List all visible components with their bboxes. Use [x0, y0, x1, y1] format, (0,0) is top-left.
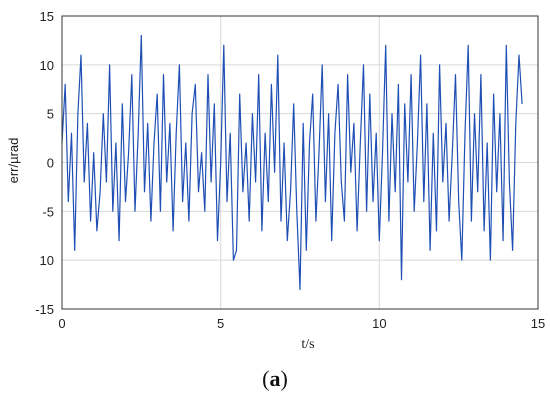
x-tick-labels: 0 5 10 15 — [58, 316, 545, 331]
y-tick-labels: 15 10 5 0 -5 10 -15 — [35, 9, 54, 317]
y-tick-label: -5 — [42, 204, 54, 219]
y-tick-label: 10 — [40, 253, 54, 268]
y-tick-label: 5 — [47, 107, 54, 122]
y-tick-label: 0 — [47, 156, 54, 171]
caption-close: ) — [280, 366, 288, 391]
caption-letter: a — [269, 366, 281, 391]
y-axis-label: err/µrad — [6, 138, 21, 184]
y-tick-label: 10 — [40, 58, 54, 73]
x-tick-label: 10 — [372, 316, 386, 331]
x-tick-label: 0 — [58, 316, 65, 331]
y-tick-label: -15 — [35, 302, 54, 317]
plot-frame — [61, 15, 539, 310]
x-tick-label: 15 — [531, 316, 545, 331]
figure-caption: (a) — [0, 366, 550, 392]
series-line — [61, 34, 523, 291]
x-axis-label: t/s — [301, 337, 314, 352]
caption-open: ( — [262, 366, 270, 391]
x-tick-label: 5 — [217, 316, 224, 331]
series-layer — [61, 34, 523, 291]
y-tick-label: 15 — [40, 9, 54, 24]
